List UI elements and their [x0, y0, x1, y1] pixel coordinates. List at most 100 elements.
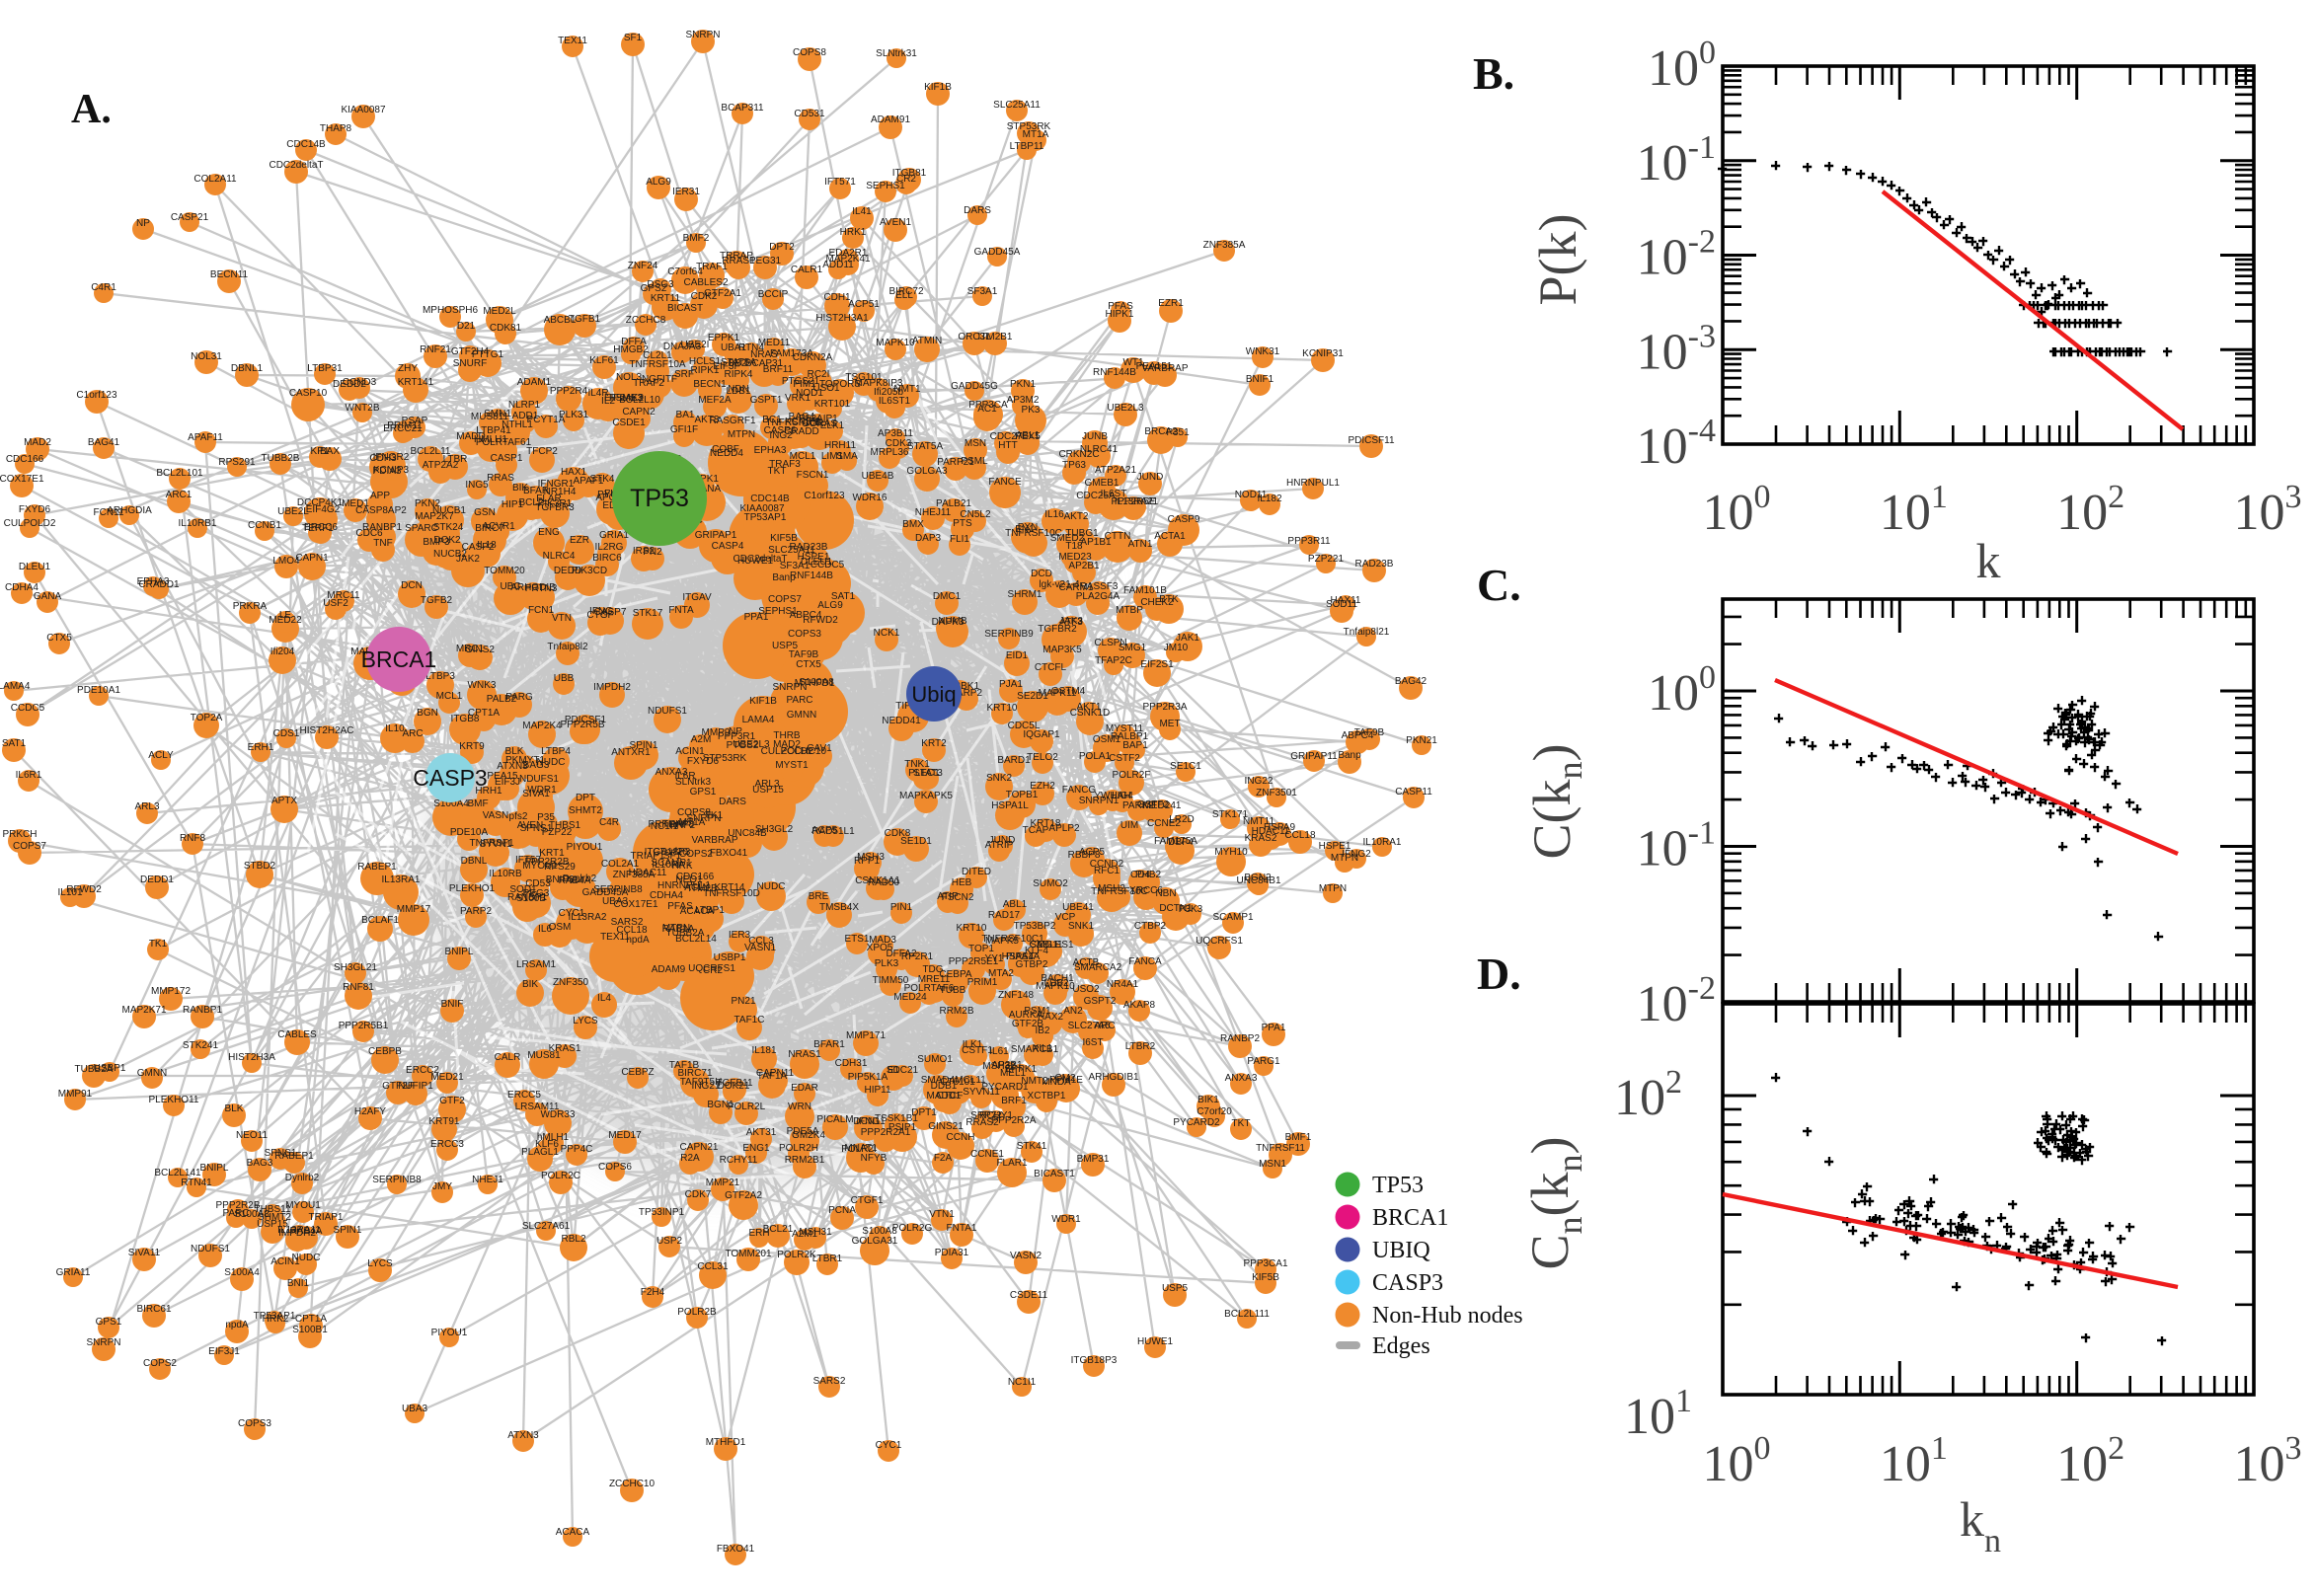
svg-text:HSPE1: HSPE1: [798, 552, 830, 563]
svg-text:MAPK8IP3: MAPK8IP3: [855, 378, 903, 389]
svg-text:CTCF: CTCF: [937, 1091, 964, 1102]
svg-text:H2AFY: H2AFY: [354, 1106, 387, 1117]
svg-text:ZNF385A: ZNF385A: [613, 870, 656, 880]
svg-text:TMSB4X: TMSB4X: [819, 902, 859, 913]
svg-text:BCL21: BCL21: [763, 1224, 794, 1235]
svg-text:BRF11: BRF11: [763, 364, 794, 375]
svg-text:AKT1: AKT1: [1076, 702, 1101, 713]
svg-text:IFNG2: IFNG2: [1342, 849, 1371, 860]
svg-text:C7orf64: C7orf64: [667, 266, 703, 277]
svg-text:CDC6: CDC6: [355, 528, 383, 539]
svg-text:ERCC6: ERCC6: [304, 522, 338, 533]
svg-text:MAPKAPK5: MAPKAPK5: [899, 791, 953, 801]
svg-text:IMPDH2: IMPDH2: [593, 682, 631, 693]
svg-text:UIM: UIM: [1120, 820, 1138, 831]
svg-text:BRCA2: BRCA2: [1144, 426, 1178, 437]
svg-text:PPP2R2B: PPP2R2B: [524, 857, 569, 868]
svg-text:RALBP1: RALBP1: [1111, 731, 1149, 742]
svg-text:USF2: USF2: [323, 598, 348, 609]
svg-text:GMNN: GMNN: [787, 710, 817, 721]
svg-text:PFAS: PFAS: [1108, 301, 1133, 312]
svg-text:MMP172: MMP172: [151, 986, 191, 997]
svg-text:MMP17: MMP17: [397, 904, 431, 915]
svg-text:TOPB1: TOPB1: [1006, 790, 1039, 800]
svg-text:DBF4: DBF4: [1168, 837, 1194, 848]
svg-text:GRIPAP1: GRIPAP1: [695, 530, 737, 541]
svg-text:JM10: JM10: [1164, 643, 1189, 653]
svg-text:PIM1: PIM1: [793, 379, 816, 390]
svg-text:MMP171: MMP171: [846, 1030, 886, 1041]
svg-text:PSAP: PSAP: [402, 416, 428, 426]
svg-text:IL181: IL181: [751, 1045, 776, 1056]
svg-text:DCN: DCN: [401, 580, 423, 591]
svg-text:FNTA1: FNTA1: [947, 1223, 977, 1234]
svg-text:ARC: ARC: [402, 728, 423, 739]
svg-text:IL10RA: IL10RA: [652, 860, 685, 871]
svg-text:TNFRSF10C1: TNFRSF10C1: [981, 934, 1044, 945]
svg-text:VARBRAP: VARBRAP: [691, 835, 737, 846]
svg-text:KRT10: KRT10: [987, 703, 1018, 714]
svg-text:FAM101B: FAM101B: [1123, 585, 1167, 596]
svg-text:P35: P35: [537, 812, 555, 823]
svg-text:SPIN1: SPIN1: [630, 740, 658, 751]
svg-text:HIP11: HIP11: [864, 1085, 890, 1096]
svg-text:UNC84B1: UNC84B1: [1236, 875, 1280, 886]
svg-text:DEDD: DEDD: [554, 566, 581, 576]
svg-text:ZNF24: ZNF24: [628, 261, 658, 271]
svg-text:KLF4: KLF4: [1025, 946, 1048, 956]
svg-text:NOD11: NOD11: [1235, 490, 1268, 500]
svg-text:NOL3: NOL3: [616, 372, 643, 383]
svg-text:KRT9: KRT9: [459, 741, 485, 752]
svg-text:DAPK3: DAPK3: [932, 617, 965, 628]
svg-text:PPP2R3A: PPP2R3A: [1142, 702, 1187, 713]
svg-text:LYCS: LYCS: [367, 1258, 393, 1269]
svg-text:ING21: ING21: [692, 1081, 721, 1092]
svg-text:FANCA: FANCA: [1128, 956, 1162, 967]
svg-text:SYVN1: SYVN1: [480, 839, 512, 850]
svg-text:XPO5: XPO5: [867, 943, 893, 953]
svg-text:PEA15: PEA15: [487, 771, 518, 782]
svg-text:KIF1B: KIF1B: [924, 82, 952, 93]
svg-text:KRT18: KRT18: [1031, 818, 1061, 829]
svg-text:CASP8AP2: CASP8AP2: [355, 505, 407, 516]
svg-text:UBA3: UBA3: [402, 1404, 428, 1414]
svg-text:AKT2: AKT2: [1063, 511, 1088, 522]
svg-text:HIP1: HIP1: [502, 499, 524, 510]
svg-text:HSPA1L: HSPA1L: [991, 800, 1029, 811]
svg-text:BTK: BTK: [1159, 594, 1179, 605]
svg-text:CDH3: CDH3: [369, 453, 397, 464]
svg-text:A2M1: A2M1: [792, 1229, 818, 1240]
svg-text:GSPT2: GSPT2: [1084, 996, 1117, 1007]
svg-text:CPT1A: CPT1A: [468, 708, 501, 719]
svg-text:TELO2: TELO2: [1027, 752, 1058, 763]
svg-text:BAG3: BAG3: [247, 1158, 273, 1169]
svg-text:MMP91: MMP91: [58, 1089, 93, 1100]
svg-text:TRAF2: TRAF2: [633, 378, 664, 389]
svg-text:ITGB18P3: ITGB18P3: [645, 847, 691, 858]
svg-text:RBL2: RBL2: [561, 1234, 585, 1245]
svg-text:IL6ST1: IL6ST1: [879, 396, 911, 407]
svg-text:UBA1: UBA1: [721, 342, 747, 353]
svg-text:LRSAM1: LRSAM1: [516, 959, 556, 970]
svg-text:RC2I: RC2I: [808, 369, 830, 380]
svg-text:ANXA3: ANXA3: [1225, 1073, 1258, 1084]
svg-text:POLR2B: POLR2B: [677, 1307, 717, 1318]
svg-text:FXYD6: FXYD6: [687, 756, 720, 767]
svg-text:UBC: UBC: [500, 581, 520, 592]
svg-text:Edges: Edges: [1372, 1333, 1430, 1359]
svg-text:PRKRA: PRKRA: [233, 601, 268, 612]
svg-text:SIVA11: SIVA11: [128, 1248, 161, 1258]
svg-text:TNFRSF10C: TNFRSF10C: [1091, 886, 1148, 897]
svg-text:BCL2L11: BCL2L11: [411, 446, 451, 457]
svg-text:PEX5: PEX5: [1015, 431, 1041, 442]
svg-text:IL2RG: IL2RG: [595, 542, 624, 553]
svg-text:UBA3: UBA3: [602, 896, 629, 907]
svg-text:ITGB81: ITGB81: [892, 168, 927, 179]
svg-text:TUBB2A: TUBB2A: [75, 1064, 114, 1075]
svg-text:NC1I1: NC1I1: [1008, 1377, 1037, 1388]
svg-text:CYC1: CYC1: [559, 908, 585, 919]
svg-text:ARC: ARC: [1094, 1021, 1115, 1031]
svg-text:NOL31: NOL31: [191, 351, 222, 362]
svg-text:PIK3R1: PIK3R1: [538, 498, 573, 509]
svg-text:RIPK1: RIPK1: [691, 365, 720, 376]
